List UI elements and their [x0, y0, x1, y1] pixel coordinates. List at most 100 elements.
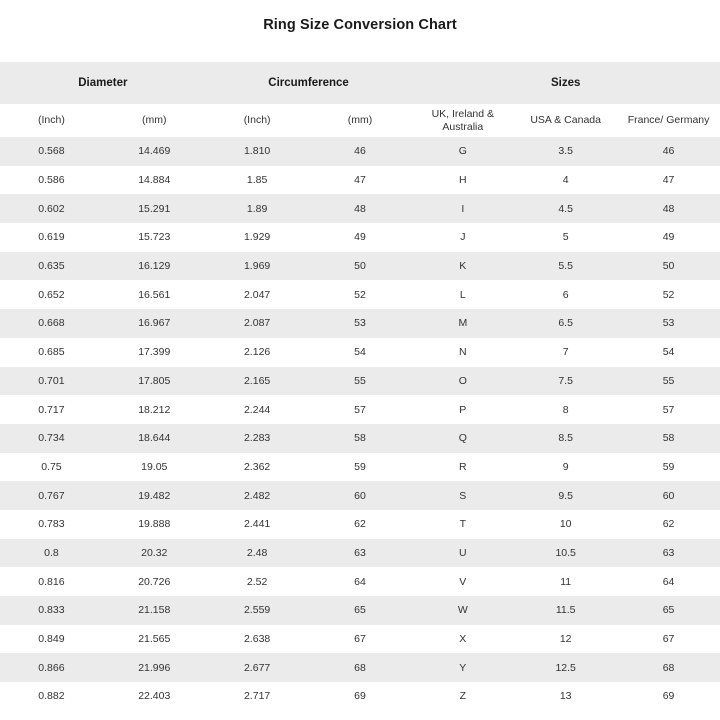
cell-size-uk: T [459, 518, 467, 531]
cell-diameter-inch: 0.8 [44, 546, 59, 559]
cell-circumference-inch: 2.362 [243, 460, 271, 473]
cell-circumference-mm: 64 [354, 575, 366, 588]
cell-size-usa: 5 [562, 231, 569, 244]
cell-diameter-mm: 19.482 [138, 489, 171, 502]
cell-size-usa: 13 [559, 690, 572, 703]
cell-circumference-inch: 2.441 [243, 518, 271, 531]
cell-circumference-inch: 2.087 [243, 317, 271, 330]
table-row: 0.882 22.403 2.717 69 Z 13 69 [0, 682, 720, 711]
cell-size-uk: Z [459, 690, 467, 703]
cell-diameter-inch: 0.602 [38, 202, 65, 215]
cell-circumference-inch: 2.283 [243, 432, 271, 445]
table-row: 0.866 21.996 2.677 68 Y 12.5 68 [0, 653, 720, 683]
cell-diameter-mm: 16.967 [138, 317, 171, 330]
column-header-circumference-inch: (Inch) [243, 114, 271, 127]
table-row: 0.717 18.212 2.244 57 P 8 57 [0, 395, 720, 424]
cell-diameter-mm: 14.469 [138, 145, 171, 158]
cell-diameter-mm: 20.32 [141, 546, 168, 559]
cell-circumference-mm: 55 [354, 374, 366, 387]
cell-circumference-mm: 46 [354, 145, 366, 158]
cell-diameter-inch: 0.568 [38, 145, 65, 158]
cell-size-france: 53 [662, 317, 675, 330]
cell-size-france: 65 [662, 604, 675, 617]
cell-size-usa: 6.5 [558, 317, 573, 330]
cell-size-uk: W [457, 604, 468, 617]
cell-circumference-inch: 2.52 [246, 575, 268, 588]
cell-size-france: 69 [662, 690, 675, 703]
cell-size-france: 49 [662, 231, 675, 244]
cell-size-france: 47 [662, 174, 675, 187]
cell-size-usa: 8 [562, 403, 569, 416]
cell-size-france: 46 [662, 145, 675, 158]
column-header-diameter-inch: (Inch) [38, 114, 65, 127]
cell-circumference-inch: 2.638 [243, 633, 271, 646]
cell-size-uk: R [459, 460, 467, 473]
cell-circumference-inch: 2.559 [243, 604, 271, 617]
cell-size-usa: 9.5 [558, 489, 573, 502]
cell-circumference-mm: 52 [354, 288, 366, 301]
page-title: Ring Size Conversion Chart [263, 17, 457, 33]
group-header-sizes: Sizes [550, 77, 581, 89]
cell-circumference-mm: 67 [354, 633, 366, 646]
cell-diameter-mm: 17.805 [138, 374, 171, 387]
cell-size-france: 58 [662, 432, 675, 445]
cell-size-uk: I [461, 202, 465, 215]
cell-size-uk: J [460, 231, 466, 244]
cell-diameter-inch: 0.849 [38, 633, 65, 646]
cell-size-usa: 7 [562, 346, 569, 359]
table-row: 0.849 21.565 2.638 67 X 12 67 [0, 624, 720, 654]
cell-size-usa: 7.5 [558, 374, 573, 387]
cell-size-france: 48 [662, 202, 675, 215]
cell-size-france: 59 [662, 460, 675, 473]
cell-diameter-inch: 0.866 [38, 661, 65, 674]
cell-circumference-inch: 1.89 [246, 202, 268, 215]
cell-diameter-inch: 0.783 [38, 518, 65, 531]
cell-size-usa: 10 [559, 518, 572, 531]
cell-circumference-mm: 54 [354, 346, 366, 359]
table-row: 0.635 16.129 1.969 50 K 5.5 50 [0, 251, 720, 281]
table-row: 0.701 17.805 2.165 55 O 7.5 55 [0, 366, 720, 396]
table-row: 0.75 19.05 2.362 59 R 9 59 [0, 452, 720, 482]
cell-circumference-inch: 1.969 [243, 260, 271, 273]
cell-size-uk: O [458, 374, 467, 387]
group-header-diameter: Diameter [78, 77, 128, 89]
cell-circumference-inch: 2.482 [243, 489, 271, 502]
cell-size-france: 55 [662, 374, 675, 387]
cell-diameter-inch: 0.75 [41, 460, 62, 473]
ring-size-conversion-table: Diameter Circumference Sizes (Inch) (mm)… [0, 62, 720, 711]
table-row: 0.568 14.469 1.810 46 G 3.5 46 [0, 137, 720, 166]
cell-circumference-mm: 69 [354, 690, 366, 703]
cell-size-uk: L [459, 288, 466, 301]
cell-diameter-mm: 21.996 [138, 661, 171, 674]
cell-circumference-inch: 2.677 [243, 661, 271, 674]
table-row: 0.816 20.726 2.52 64 V 11 64 [0, 567, 720, 596]
cell-circumference-mm: 47 [354, 174, 366, 187]
cell-size-usa: 11.5 [555, 604, 576, 617]
cell-size-france: 63 [662, 546, 675, 559]
table-row: 0.783 19.888 2.441 62 T 10 62 [0, 509, 720, 539]
cell-circumference-mm: 59 [354, 460, 366, 473]
cell-size-uk: P [459, 403, 467, 416]
cell-diameter-mm: 17.399 [138, 346, 171, 359]
cell-diameter-inch: 0.701 [38, 374, 65, 387]
cell-diameter-mm: 19.05 [141, 460, 168, 473]
cell-diameter-inch: 0.635 [38, 260, 65, 273]
table-row: 0.767 19.482 2.482 60 S 9.5 60 [0, 481, 720, 510]
cell-size-usa: 8.5 [558, 432, 573, 445]
cell-diameter-mm: 22.403 [138, 690, 171, 703]
ring-size-table-container: Diameter Circumference Sizes (Inch) (mm)… [0, 62, 720, 711]
table-row: 0.8 20.32 2.48 63 U 10.5 63 [0, 538, 720, 568]
cell-size-usa: 5.5 [558, 260, 573, 273]
cell-diameter-inch: 0.833 [38, 604, 65, 617]
cell-circumference-inch: 2.047 [243, 288, 271, 301]
cell-circumference-mm: 62 [354, 518, 366, 531]
cell-circumference-inch: 1.85 [246, 174, 268, 187]
cell-diameter-mm: 15.291 [138, 202, 171, 215]
cell-diameter-inch: 0.717 [38, 403, 65, 416]
cell-size-usa: 4 [562, 174, 569, 187]
cell-circumference-mm: 50 [354, 260, 366, 273]
column-header-france-germany: France/ Germany [627, 114, 710, 127]
cell-size-france: 64 [662, 575, 675, 588]
cell-size-usa: 12 [559, 633, 572, 646]
cell-circumference-mm: 60 [354, 489, 366, 502]
